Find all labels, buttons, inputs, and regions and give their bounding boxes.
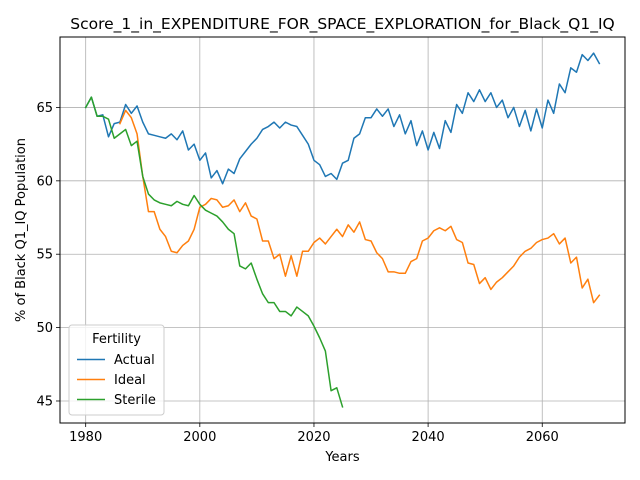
y-axis-label: % of Black Q1_IQ Population: [14, 138, 29, 322]
x-axis: 1980 2000 2020 2040 2060: [69, 423, 559, 445]
y-tick-label: 50: [36, 321, 53, 336]
series-line-actual: [84, 52, 601, 185]
legend-label-sterile: Sterile: [114, 393, 156, 408]
y-axis: 45 50 55 60 65: [36, 101, 60, 409]
legend-label-ideal: Ideal: [114, 373, 146, 388]
chart-title: Score_1_in_EXPENDITURE_FOR_SPACE_EXPLORA…: [70, 15, 614, 34]
x-tick-label: 2060: [526, 430, 559, 445]
x-axis-label: Years: [324, 450, 360, 465]
series-line-ideal: [118, 109, 601, 304]
y-tick-label: 55: [36, 248, 53, 263]
y-tick-label: 60: [36, 174, 53, 189]
legend: Fertility Actual Ideal Sterile: [68, 324, 165, 416]
grid-lines: [60, 37, 625, 423]
y-tick-label: 65: [36, 101, 53, 116]
legend-title: Fertility: [92, 332, 141, 347]
x-tick-label: 2040: [412, 430, 445, 445]
legend-box: [68, 324, 165, 416]
series-lines: [84, 52, 601, 408]
x-tick-label: 2000: [183, 430, 216, 445]
y-tick-label: 45: [36, 394, 53, 409]
plot-frame: [59, 36, 626, 424]
x-tick-label: 2020: [297, 430, 330, 445]
series-line-sterile: [84, 96, 344, 408]
legend-label-actual: Actual: [114, 353, 155, 368]
x-tick-label: 1980: [69, 430, 102, 445]
